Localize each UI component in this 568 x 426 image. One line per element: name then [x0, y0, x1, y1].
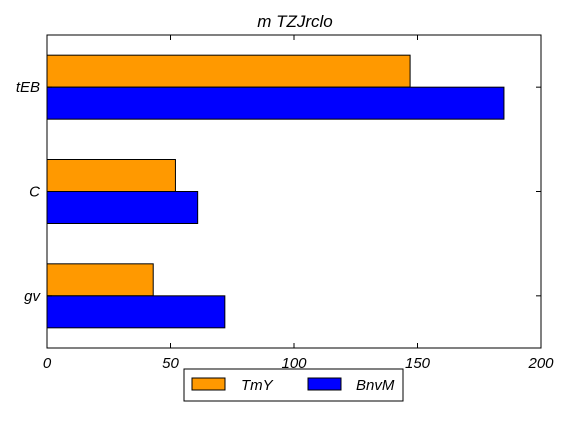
legend-label-tmy: TmY: [241, 377, 274, 394]
bar-tmy-c: [46, 159, 176, 192]
bar-tmy-gv: [46, 263, 154, 297]
y-tick-label-teb: tEB: [16, 79, 40, 96]
chart-title: m TZJrclo: [257, 12, 333, 31]
x-tick-label: 100: [281, 355, 307, 372]
y-tick-label-gv: gv: [24, 288, 41, 305]
bars-group: [46, 54, 505, 329]
y-tick-label-c: C: [29, 184, 40, 201]
bar-bnvm-c: [46, 191, 199, 224]
x-axis: 0 50 100 150 200: [43, 35, 554, 372]
legend-swatch-bnvm: [307, 377, 342, 391]
legend-label-bnvm: BnvM: [356, 377, 395, 394]
bar-bnvm-teb: [46, 86, 505, 120]
x-tick-label: 0: [43, 355, 52, 372]
x-tick-label: 200: [527, 355, 554, 372]
legend: TmY BnvM: [183, 368, 404, 402]
bar-tmy-teb: [46, 54, 411, 88]
legend-swatch-tmy: [191, 377, 226, 391]
x-tick-label: 50: [162, 355, 179, 372]
bar-bnvm-gv: [46, 295, 226, 329]
x-tick-label: 150: [405, 355, 431, 372]
